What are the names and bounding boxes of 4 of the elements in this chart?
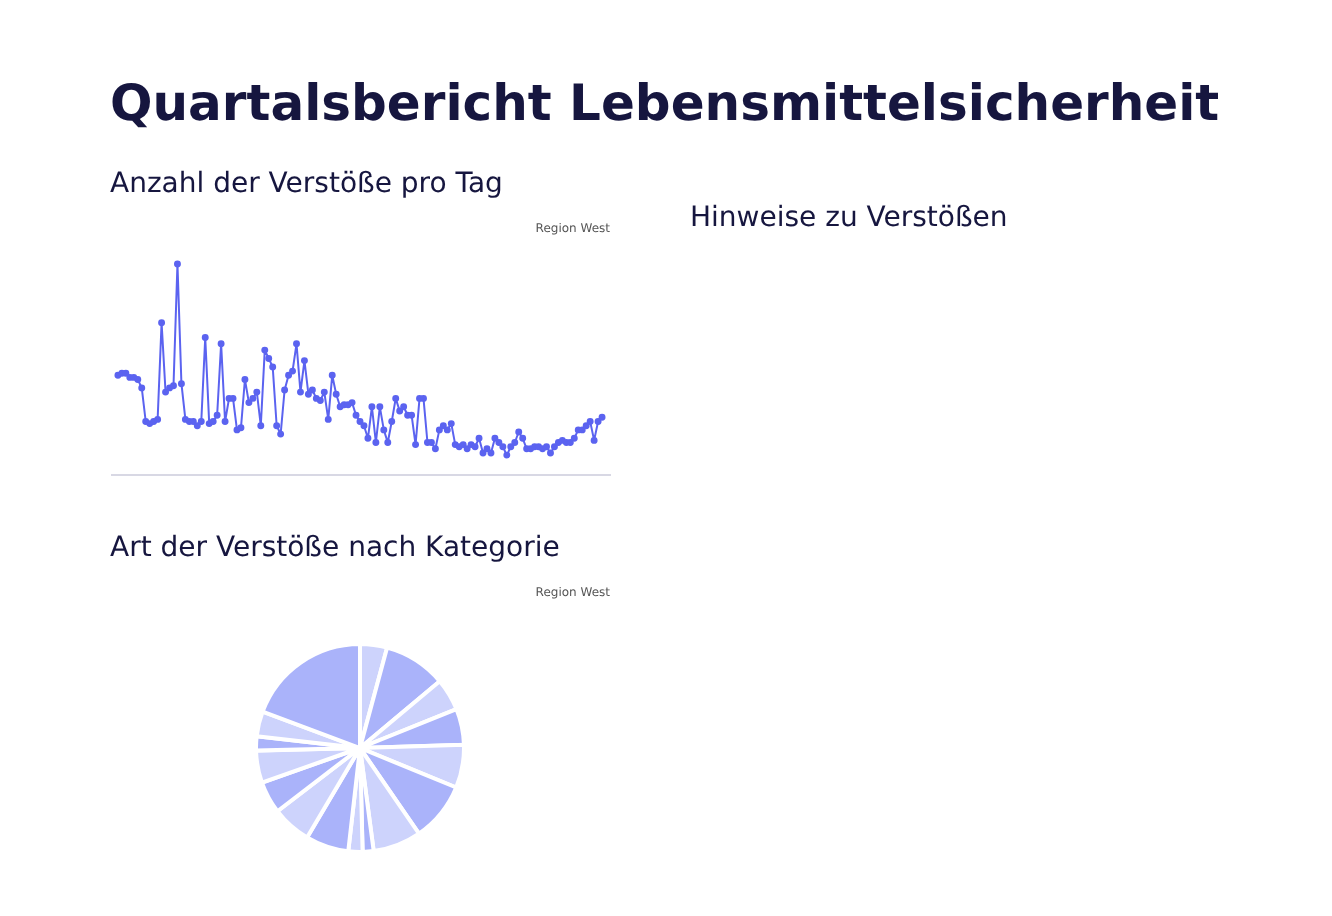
text: Quartalsbericht Lebensmittelsicherheit — [110, 74, 1220, 132]
text: Hinweise zu Verstößen — [690, 202, 1008, 234]
chart-title: Art der Verstöße nach Kategorie — [110, 532, 560, 564]
chart-title: Anzahl der Verstöße pro Tag — [110, 168, 503, 200]
